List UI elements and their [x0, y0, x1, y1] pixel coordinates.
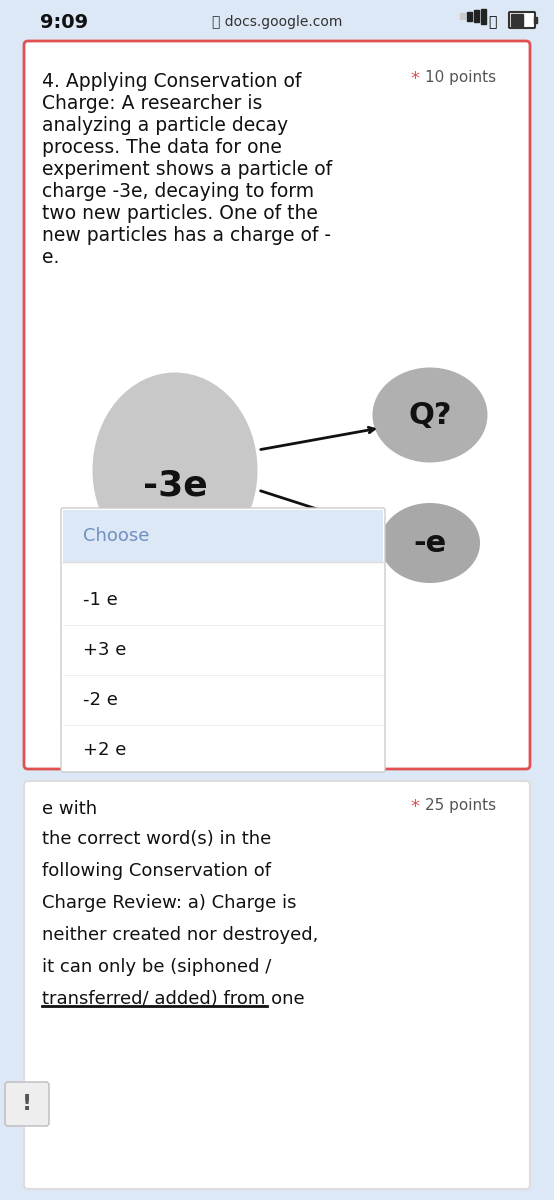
Bar [481, 8, 486, 24]
Text: Q?: Q? [408, 401, 452, 430]
Text: it can only be (siphoned /: it can only be (siphoned / [42, 958, 271, 976]
Text: *: * [410, 70, 419, 88]
Ellipse shape [372, 367, 488, 462]
Text: Charge Review: a) Charge is: Charge Review: a) Charge is [42, 894, 296, 912]
FancyBboxPatch shape [24, 41, 530, 769]
Text: -3e: -3e [142, 468, 207, 502]
Text: +2 e: +2 e [83, 740, 126, 758]
Bar [534, 17, 537, 23]
FancyBboxPatch shape [63, 510, 383, 562]
Text: Choose: Choose [83, 527, 150, 545]
Bar [474, 10, 479, 22]
Text: e with: e with [42, 800, 97, 818]
Text: !: ! [22, 1094, 32, 1114]
Ellipse shape [93, 372, 258, 568]
Text: the correct word(s) in the: the correct word(s) in the [42, 830, 271, 848]
Text: 4. Applying Conservation of
Charge: A researcher is
analyzing a particle decay
p: 4. Applying Conservation of Charge: A re… [42, 72, 332, 266]
Text: 25 points: 25 points [425, 798, 496, 814]
Text: following Conservation of: following Conservation of [42, 862, 271, 880]
Text: +3 e: +3 e [83, 641, 126, 659]
Bar [511, 14, 523, 26]
Text: -e: -e [413, 528, 447, 558]
Text: 🔒 docs.google.com: 🔒 docs.google.com [212, 14, 342, 29]
Text: -1 e: -1 e [83, 590, 118, 608]
Bar [460, 13, 465, 19]
Text: -2 e: -2 e [83, 691, 118, 709]
Text: *: * [410, 798, 419, 816]
Text: transferred/ added) from one: transferred/ added) from one [42, 990, 305, 1008]
FancyBboxPatch shape [61, 508, 385, 772]
Text: 10 points: 10 points [425, 70, 496, 85]
Text: 📶: 📶 [488, 14, 496, 29]
FancyBboxPatch shape [509, 12, 535, 28]
Ellipse shape [380, 503, 480, 583]
FancyBboxPatch shape [24, 781, 530, 1189]
Text: 9:09: 9:09 [40, 12, 88, 31]
Text: neither created nor destroyed,: neither created nor destroyed, [42, 926, 319, 944]
FancyBboxPatch shape [5, 1082, 49, 1126]
Bar [467, 12, 472, 20]
